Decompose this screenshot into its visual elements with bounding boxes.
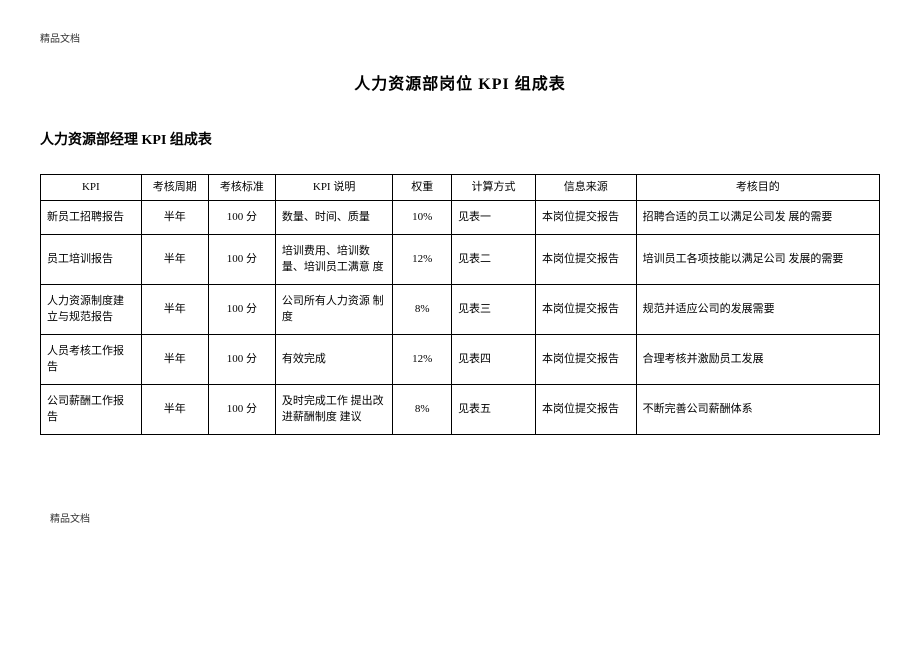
table-body: 新员工招聘报告 半年 100 分 数量、时间、质量 10% 见表一 本岗位提交报… xyxy=(41,201,880,435)
table-row: 员工培训报告 半年 100 分 培训费用、培训数 量、培训员工满意 度 12% … xyxy=(41,234,880,284)
cell-kpi: 公司薪酬工作报告 xyxy=(41,384,142,434)
cell-weight: 12% xyxy=(393,234,452,284)
table-row: 人员考核工作报告 半年 100 分 有效完成 12% 见表四 本岗位提交报告 合… xyxy=(41,334,880,384)
cell-standard: 100 分 xyxy=(208,334,275,384)
cell-kpi: 人力资源制度建 立与规范报告 xyxy=(41,284,142,334)
cell-calc: 见表四 xyxy=(452,334,536,384)
cell-source: 本岗位提交报告 xyxy=(535,384,636,434)
table-row: 新员工招聘报告 半年 100 分 数量、时间、质量 10% 见表一 本岗位提交报… xyxy=(41,201,880,235)
kpi-table: KPI 考核周期 考核标准 KPI 说明 权重 计算方式 信息来源 考核目的 新… xyxy=(40,174,880,435)
cell-source: 本岗位提交报告 xyxy=(535,201,636,235)
cell-calc: 见表一 xyxy=(452,201,536,235)
cell-goal: 规范并适应公司的发展需要 xyxy=(636,284,879,334)
cell-period: 半年 xyxy=(141,334,208,384)
cell-desc: 有效完成 xyxy=(275,334,392,384)
table-header-row: KPI 考核周期 考核标准 KPI 说明 权重 计算方式 信息来源 考核目的 xyxy=(41,175,880,201)
cell-goal: 培训员工各项技能以满足公司 发展的需要 xyxy=(636,234,879,284)
cell-weight: 8% xyxy=(393,284,452,334)
cell-weight: 12% xyxy=(393,334,452,384)
main-title: 人力资源部岗位 KPI 组成表 xyxy=(40,70,880,94)
cell-goal: 不断完善公司薪酬体系 xyxy=(636,384,879,434)
cell-source: 本岗位提交报告 xyxy=(535,234,636,284)
sub-title: 人力资源部经理 KPI 组成表 xyxy=(40,129,880,149)
cell-weight: 8% xyxy=(393,384,452,434)
cell-calc: 见表二 xyxy=(452,234,536,284)
header-label: 精品文档 xyxy=(40,30,880,45)
col-header-kpi: KPI xyxy=(41,175,142,201)
footer-label: 精品文档 xyxy=(50,510,880,525)
col-header-period: 考核周期 xyxy=(141,175,208,201)
cell-kpi: 人员考核工作报告 xyxy=(41,334,142,384)
cell-desc: 及时完成工作 提出改进薪酬制度 建议 xyxy=(275,384,392,434)
cell-calc: 见表五 xyxy=(452,384,536,434)
cell-standard: 100 分 xyxy=(208,234,275,284)
col-header-calc: 计算方式 xyxy=(452,175,536,201)
cell-desc: 公司所有人力资源 制度 xyxy=(275,284,392,334)
cell-source: 本岗位提交报告 xyxy=(535,334,636,384)
cell-desc: 数量、时间、质量 xyxy=(275,201,392,235)
cell-period: 半年 xyxy=(141,384,208,434)
cell-period: 半年 xyxy=(141,201,208,235)
col-header-standard: 考核标准 xyxy=(208,175,275,201)
cell-standard: 100 分 xyxy=(208,384,275,434)
table-row: 公司薪酬工作报告 半年 100 分 及时完成工作 提出改进薪酬制度 建议 8% … xyxy=(41,384,880,434)
cell-goal: 合理考核并激励员工发展 xyxy=(636,334,879,384)
cell-standard: 100 分 xyxy=(208,201,275,235)
cell-source: 本岗位提交报告 xyxy=(535,284,636,334)
cell-standard: 100 分 xyxy=(208,284,275,334)
cell-kpi: 员工培训报告 xyxy=(41,234,142,284)
col-header-goal: 考核目的 xyxy=(636,175,879,201)
cell-desc: 培训费用、培训数 量、培训员工满意 度 xyxy=(275,234,392,284)
cell-period: 半年 xyxy=(141,284,208,334)
cell-weight: 10% xyxy=(393,201,452,235)
col-header-desc: KPI 说明 xyxy=(275,175,392,201)
col-header-weight: 权重 xyxy=(393,175,452,201)
cell-kpi: 新员工招聘报告 xyxy=(41,201,142,235)
table-row: 人力资源制度建 立与规范报告 半年 100 分 公司所有人力资源 制度 8% 见… xyxy=(41,284,880,334)
cell-period: 半年 xyxy=(141,234,208,284)
cell-goal: 招聘合适的员工以满足公司发 展的需要 xyxy=(636,201,879,235)
col-header-source: 信息来源 xyxy=(535,175,636,201)
cell-calc: 见表三 xyxy=(452,284,536,334)
